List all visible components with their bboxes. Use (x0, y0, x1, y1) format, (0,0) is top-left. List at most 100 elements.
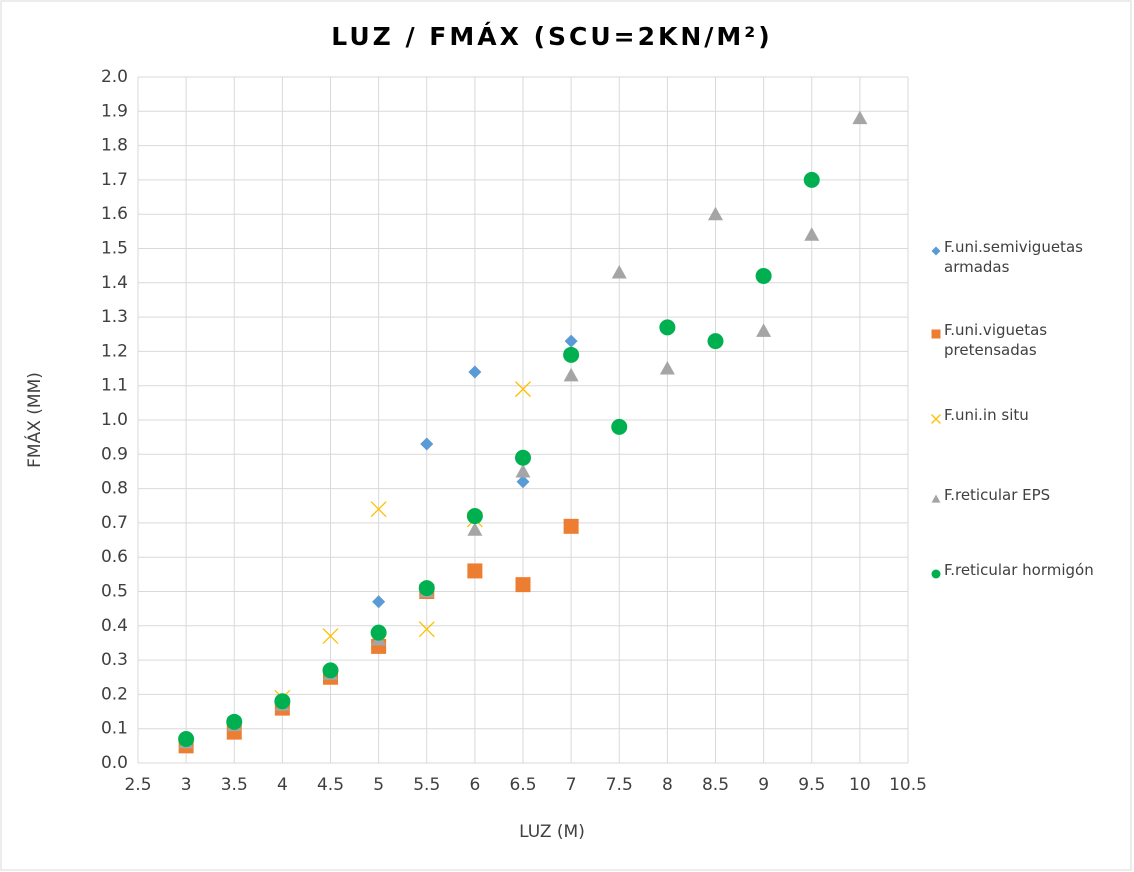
marker (708, 206, 723, 221)
x-tick-label: 9 (758, 775, 769, 795)
marker (178, 730, 195, 747)
x-tick-label: 2.5 (124, 775, 151, 795)
marker (515, 449, 531, 466)
marker (516, 475, 530, 489)
x-tick-label: 4.5 (317, 775, 344, 795)
y-tick-label: 1.2 (101, 341, 128, 361)
marker (418, 580, 435, 597)
legend-marker (930, 242, 942, 262)
y-tick-label: 1.9 (101, 101, 128, 121)
marker (226, 713, 243, 730)
marker (563, 518, 579, 534)
marker (515, 577, 531, 593)
legend-entry: F.uni.semiviguetas armadas (930, 237, 1130, 277)
legend-swatch (931, 494, 941, 503)
legend-swatch (931, 414, 941, 424)
legend-label: F.uni.viguetas pretensadas (944, 321, 1048, 359)
marker (564, 334, 578, 348)
marker (467, 522, 483, 536)
y-tick-label: 0.6 (101, 547, 128, 567)
y-axis-label: FMÁX (MM) (23, 372, 45, 468)
marker (322, 628, 339, 645)
x-tick-label: 4 (277, 775, 288, 795)
marker (418, 621, 435, 638)
marker (611, 418, 628, 435)
chart-title: LUZ / FMÁX (SCU=2KN/M²) (331, 22, 772, 51)
marker (515, 381, 531, 398)
x-tick-label: 8 (662, 775, 673, 795)
legend-marker (930, 565, 942, 585)
y-tick-label: 2.0 (101, 67, 128, 87)
marker (563, 367, 579, 382)
legend-marker (930, 410, 942, 430)
marker (755, 267, 772, 284)
y-tick-label: 1.6 (101, 204, 128, 224)
x-tick-label: 8.5 (702, 775, 729, 795)
y-tick-label: 0.4 (101, 616, 128, 636)
legend-label: F.reticular hormigón (944, 561, 1094, 579)
y-tick-label: 0.1 (101, 719, 128, 739)
marker (468, 365, 482, 379)
y-tick-label: 1.7 (101, 170, 128, 190)
x-axis-label: LUZ (M) (519, 822, 585, 842)
marker (322, 662, 339, 679)
legend-label: F.reticular EPS (944, 486, 1051, 504)
x-tick-label: 7.5 (606, 775, 633, 795)
marker (372, 595, 386, 609)
y-tick-label: 0.2 (101, 684, 128, 704)
y-tick-label: 1.4 (101, 273, 128, 293)
legend-swatch (931, 329, 941, 339)
marker (931, 414, 941, 424)
y-tick-label: 0.7 (101, 513, 128, 533)
x-tick-label: 3.5 (221, 775, 248, 795)
marker (931, 329, 941, 339)
marker (274, 693, 291, 710)
y-tick-label: 1.3 (101, 307, 128, 327)
y-tick-label: 0.8 (101, 479, 128, 499)
marker (611, 265, 627, 279)
legend-swatch (931, 569, 941, 579)
y-tick-label: 1.1 (101, 376, 128, 396)
marker (659, 361, 675, 375)
legend-entry: F.uni.viguetas pretensadas (930, 320, 1130, 360)
x-tick-label: 9.5 (798, 775, 825, 795)
y-tick-label: 1.0 (101, 410, 128, 430)
marker (931, 494, 941, 503)
y-tick-label: 0.5 (101, 582, 128, 602)
marker (515, 463, 531, 478)
legend-entry: F.reticular hormigón (930, 560, 1130, 580)
marker (756, 323, 772, 337)
x-tick-label: 10 (849, 775, 871, 795)
marker (803, 171, 820, 188)
legend-marker (930, 325, 942, 345)
y-tick-label: 0.0 (101, 753, 128, 773)
x-tick-label: 5 (373, 775, 384, 795)
y-tick-label: 1.8 (101, 136, 128, 156)
marker (467, 563, 483, 579)
marker (804, 227, 820, 241)
y-tick-label: 0.9 (101, 444, 128, 464)
marker (707, 333, 724, 350)
legend-label: F.uni.in situ (944, 406, 1029, 424)
x-tick-label: 6.5 (509, 775, 536, 795)
x-tick-label: 7 (566, 775, 577, 795)
x-tick-label: 10.5 (889, 775, 927, 795)
marker (852, 110, 868, 125)
marker (931, 246, 941, 256)
marker (420, 437, 434, 451)
x-tick-label: 3 (181, 775, 192, 795)
legend-entry: F.uni.in situ (930, 405, 1130, 425)
legend-label: F.uni.semiviguetas armadas (944, 238, 1083, 276)
marker (659, 319, 676, 336)
y-tick-label: 1.5 (101, 239, 128, 259)
legend-marker (930, 490, 942, 510)
marker (370, 624, 387, 641)
y-tick-label: 0.3 (101, 650, 128, 670)
x-tick-label: 6 (469, 775, 480, 795)
marker (563, 346, 580, 363)
marker (931, 569, 941, 579)
legend-swatch (931, 246, 941, 256)
